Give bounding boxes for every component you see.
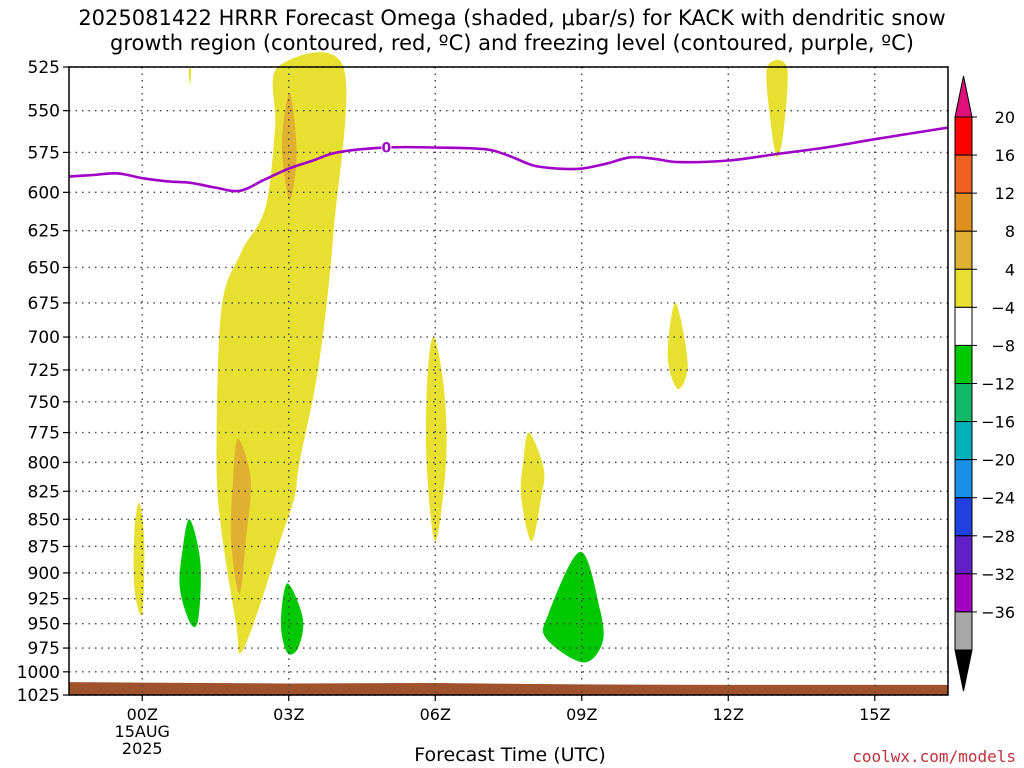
y-tick-label-950: 950: [28, 615, 60, 635]
y-tick-label-625: 625: [28, 222, 60, 242]
y-tick-label-775: 775: [28, 424, 60, 444]
omega-region-4: [188, 66, 192, 85]
x-tick-label-06z: 06Z: [420, 705, 451, 724]
colorbar-band-13: [954, 611, 973, 651]
colorbar-band-2: [954, 192, 973, 232]
colorbar-label-13: −36: [981, 603, 1015, 622]
colorbar-band-10: [954, 497, 973, 537]
site-credit[interactable]: coolwx.com/models: [852, 747, 1016, 766]
omega-region-11: [542, 551, 604, 663]
y-tick-label-725: 725: [28, 361, 60, 381]
omega-region-7: [667, 302, 688, 390]
colorbar-label-11: −28: [981, 527, 1015, 546]
chart-title-line-2: growth region (contoured, red, ºC) and f…: [110, 31, 914, 55]
y-tick-label-600: 600: [28, 183, 60, 203]
colorbar-label-7: −12: [981, 375, 1015, 394]
x-date-label: 15AUG: [115, 722, 170, 741]
y-tick-label-1000: 1000: [17, 663, 60, 683]
y-axis: 525 550 575 600 625 650 675 700 725 750 775 800 825 8…: [17, 58, 69, 706]
chart-title: 2025081422 HRRR Forecast Omega (shaded, …: [0, 6, 1024, 56]
freezing-level-line: [68, 126, 949, 193]
colorbar-bottom-arrow: [954, 649, 973, 692]
colorbar-label-10: −24: [981, 489, 1015, 508]
omega-region-9: [179, 519, 201, 628]
chart-title-line-1: 2025081422 HRRR Forecast Omega (shaded, …: [78, 6, 946, 30]
y-tick-label-800: 800: [28, 453, 60, 473]
y-tick-label-850: 850: [28, 510, 60, 530]
colorbar-label-5: −4: [991, 298, 1015, 317]
omega-region-6: [520, 432, 545, 542]
x-tick-label-09z: 09Z: [566, 705, 597, 724]
x-tick-label-12z: 12Z: [713, 705, 744, 724]
x-tick-label-15z: 15Z: [859, 705, 890, 724]
colorbar-band-7: [954, 383, 973, 423]
omega-region-2: [230, 438, 251, 594]
plot-frame: [68, 66, 949, 696]
omega-region-8: [766, 59, 788, 158]
colorbar-band-11: [954, 535, 973, 575]
y-tick-label-925: 925: [28, 590, 60, 610]
colorbar-label-2: 12: [995, 184, 1015, 203]
colorbar-band-9: [954, 459, 973, 499]
x-year-label: 2025: [122, 739, 163, 758]
x-tick-label-03z: 03Z: [273, 705, 304, 724]
colorbar-band-0: [954, 116, 973, 156]
colorbar-label-4: 4: [1005, 260, 1015, 279]
y-tick-label-700: 700: [28, 328, 60, 348]
plot-background: [69, 67, 948, 695]
y-tick-label-675: 675: [28, 294, 60, 314]
y-tick-label-825: 825: [28, 482, 60, 502]
colorbar-label-6: −8: [991, 336, 1015, 355]
freezing-level-label: 0: [382, 140, 392, 156]
colorbar-band-1: [954, 154, 973, 194]
colorbar-label-1: 16: [995, 146, 1015, 165]
colorbar-label-12: −32: [981, 565, 1015, 584]
omega-region-10: [280, 583, 304, 655]
colorbar-band-4: [954, 268, 973, 308]
y-tick-label-975: 975: [28, 639, 60, 659]
x-axis-label: Forecast Time (UTC): [414, 744, 606, 766]
freezing-label-bg: [381, 140, 392, 154]
x-tick-label-00z: 00Z: [127, 705, 158, 724]
colorbar-band-5: [954, 306, 973, 346]
colorbar-label-8: −16: [981, 413, 1015, 432]
grid-layer: [69, 66, 948, 696]
colorbar-band-8: [954, 421, 973, 461]
y-tick-label-525: 525: [28, 58, 60, 78]
colorbar-band-12: [954, 573, 973, 613]
colorbar-label-3: 8: [1005, 222, 1015, 241]
y-tick-label-875: 875: [28, 537, 60, 557]
omega-region-1: [281, 93, 297, 201]
y-tick-label-900: 900: [28, 564, 60, 584]
y-tick-label-1025: 1025: [17, 686, 60, 706]
colorbar-label-0: 20: [995, 108, 1015, 127]
y-tick-label-750: 750: [28, 393, 60, 413]
colorbar-band-3: [954, 230, 973, 270]
colorbar-label-9: −20: [981, 451, 1015, 470]
y-tick-label-550: 550: [28, 102, 60, 122]
colorbar: 20 16 12 8 4 −4 −8 −12 −16 −20 −24 −28 −32 −36: [954, 75, 1015, 692]
y-tick-label-650: 650: [28, 258, 60, 278]
omega-shaded-regions: [133, 52, 788, 663]
y-tick-label-575: 575: [28, 143, 60, 163]
colorbar-band-6: [954, 344, 973, 384]
freezing-level-contour: 0: [68, 126, 949, 193]
colorbar-top-arrow: [954, 75, 973, 118]
omega-region-5: [425, 336, 447, 542]
